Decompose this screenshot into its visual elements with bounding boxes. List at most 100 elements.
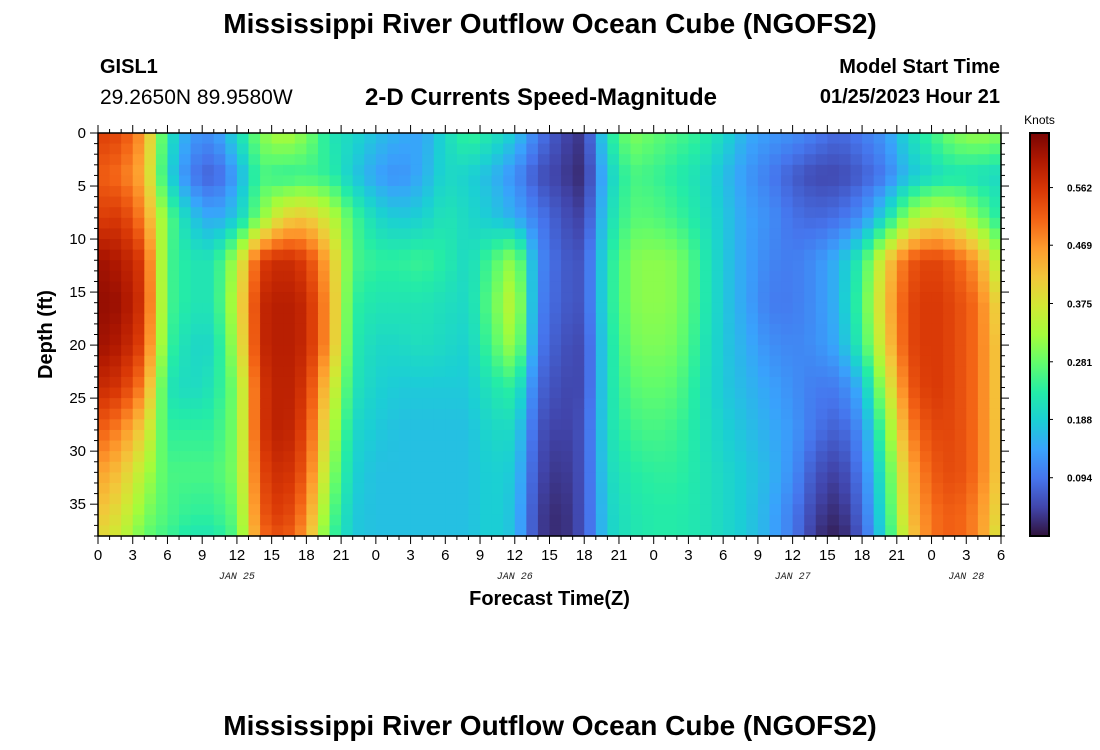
heatmap-cell — [202, 292, 215, 304]
heatmap-cell — [341, 419, 354, 431]
heatmap-cell — [966, 302, 979, 314]
heatmap-cell — [688, 461, 701, 473]
heatmap-cell — [630, 164, 643, 177]
heatmap-cell — [850, 525, 863, 537]
heatmap-cell — [711, 302, 724, 314]
heatmap-cell — [132, 440, 145, 452]
heatmap-cell — [514, 249, 527, 261]
heatmap-cell — [896, 186, 909, 198]
heatmap-cell — [838, 366, 852, 378]
heatmap-cell — [364, 376, 377, 389]
heatmap-cell — [734, 154, 747, 166]
heatmap-cell — [954, 260, 967, 272]
heatmap-cell — [862, 376, 875, 389]
heatmap-cell — [526, 175, 539, 187]
heatmap-cell — [317, 164, 331, 177]
heatmap-cell — [132, 429, 145, 442]
heatmap-cell — [665, 154, 678, 166]
heatmap-cell — [132, 217, 145, 230]
heatmap-cell — [584, 345, 597, 357]
heatmap-cell — [225, 525, 238, 537]
heatmap-cell — [642, 504, 655, 516]
heatmap-cell — [827, 228, 840, 240]
heatmap-cell — [179, 525, 192, 537]
heatmap-cell — [746, 451, 759, 463]
heatmap-cell — [607, 133, 620, 145]
heatmap-cell — [260, 239, 273, 251]
heatmap-cell — [607, 260, 620, 272]
heatmap-cell — [572, 387, 585, 399]
heatmap-cell — [468, 398, 481, 410]
heatmap-cell — [387, 143, 400, 155]
heatmap-cell — [537, 270, 551, 283]
heatmap-cell — [549, 239, 562, 251]
heatmap-cell — [167, 482, 180, 495]
heatmap-cell — [630, 334, 643, 346]
heatmap-cell — [781, 207, 794, 219]
heatmap-cell — [213, 398, 226, 410]
heatmap-cell — [456, 398, 470, 410]
heatmap-cell — [584, 482, 597, 495]
heatmap-cell — [121, 292, 134, 304]
heatmap-cell — [711, 143, 724, 155]
heatmap-cell — [873, 355, 886, 367]
heatmap-cell — [815, 239, 828, 251]
heatmap-cell — [317, 440, 331, 452]
heatmap-cell — [642, 493, 655, 505]
heatmap-cell — [167, 175, 180, 187]
heatmap-cell — [908, 302, 921, 314]
heatmap-cell — [700, 143, 713, 155]
heatmap-cell — [375, 451, 389, 463]
heatmap-cell — [236, 461, 250, 473]
heatmap-cell — [387, 419, 400, 431]
heatmap-cell — [190, 408, 203, 420]
heatmap-cell — [317, 419, 331, 431]
heatmap-cell — [121, 345, 134, 357]
heatmap-cell — [943, 398, 956, 410]
heatmap-cell — [954, 270, 967, 283]
heatmap-cell — [121, 366, 134, 378]
heatmap-cell — [711, 207, 724, 219]
heatmap-cell — [885, 249, 898, 261]
heatmap-cell — [781, 504, 794, 516]
heatmap-cell — [665, 408, 678, 420]
heatmap-cell — [757, 164, 771, 177]
heatmap-cell — [445, 186, 458, 198]
heatmap-cell — [723, 228, 736, 240]
heatmap-cell — [769, 472, 782, 484]
heatmap-cell — [781, 419, 794, 431]
heatmap-cell — [815, 419, 828, 431]
heatmap-cell — [781, 302, 794, 314]
heatmap-cell — [838, 249, 852, 261]
heatmap-cell — [109, 143, 122, 155]
heatmap-cell — [271, 504, 284, 516]
heatmap-cell — [977, 228, 991, 240]
heatmap-cell — [549, 133, 562, 145]
heatmap-cell — [329, 482, 342, 495]
heatmap-cell — [549, 504, 562, 516]
heatmap-cell — [781, 514, 794, 526]
heatmap-cell — [572, 133, 585, 145]
heatmap-cell — [260, 376, 273, 389]
heatmap-cell — [503, 143, 516, 155]
heatmap-cell — [294, 292, 307, 304]
heatmap-cell — [179, 472, 192, 484]
heatmap-cell — [827, 249, 840, 261]
heatmap-cell — [468, 133, 481, 145]
heatmap-cell — [109, 175, 122, 187]
heatmap-cell — [260, 334, 273, 346]
heatmap-cell — [480, 355, 493, 367]
heatmap-cell — [769, 302, 782, 314]
heatmap-cell — [468, 451, 481, 463]
heatmap-cell — [896, 313, 909, 325]
heatmap-cell — [375, 207, 389, 219]
heatmap-cell — [734, 514, 747, 526]
heatmap-cell — [873, 514, 886, 526]
heatmap-cell — [179, 281, 192, 293]
heatmap-cell — [225, 217, 238, 230]
heatmap-cell — [584, 228, 597, 240]
heatmap-cell — [341, 270, 354, 283]
x-tick-label: 12 — [784, 547, 801, 564]
heatmap-cell — [804, 175, 817, 187]
heatmap-cell — [155, 398, 169, 410]
